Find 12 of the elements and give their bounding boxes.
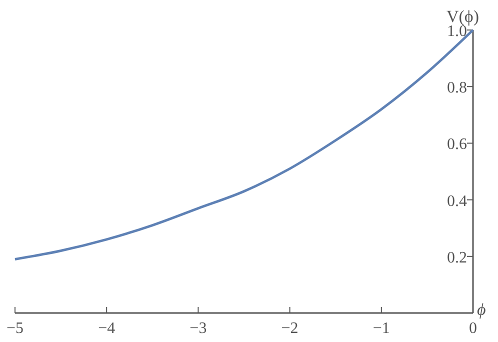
y-axis-title: V(ϕ) [446,7,479,26]
y-tick-label: 0.8 [447,80,467,97]
x-tick-label: −4 [98,320,116,337]
y-tick-label: 0.4 [447,192,467,210]
x-tick-label: −5 [6,320,24,337]
y-tick-label: 0.2 [447,249,467,266]
x-tick-label: −2 [281,320,298,337]
x-tick-label: −3 [190,320,207,337]
x-tick-label: −1 [372,320,390,337]
x-tick-label: 0 [469,320,477,337]
x-axis-title: ϕ [477,300,486,319]
y-tick-label: 0.6 [447,136,467,154]
